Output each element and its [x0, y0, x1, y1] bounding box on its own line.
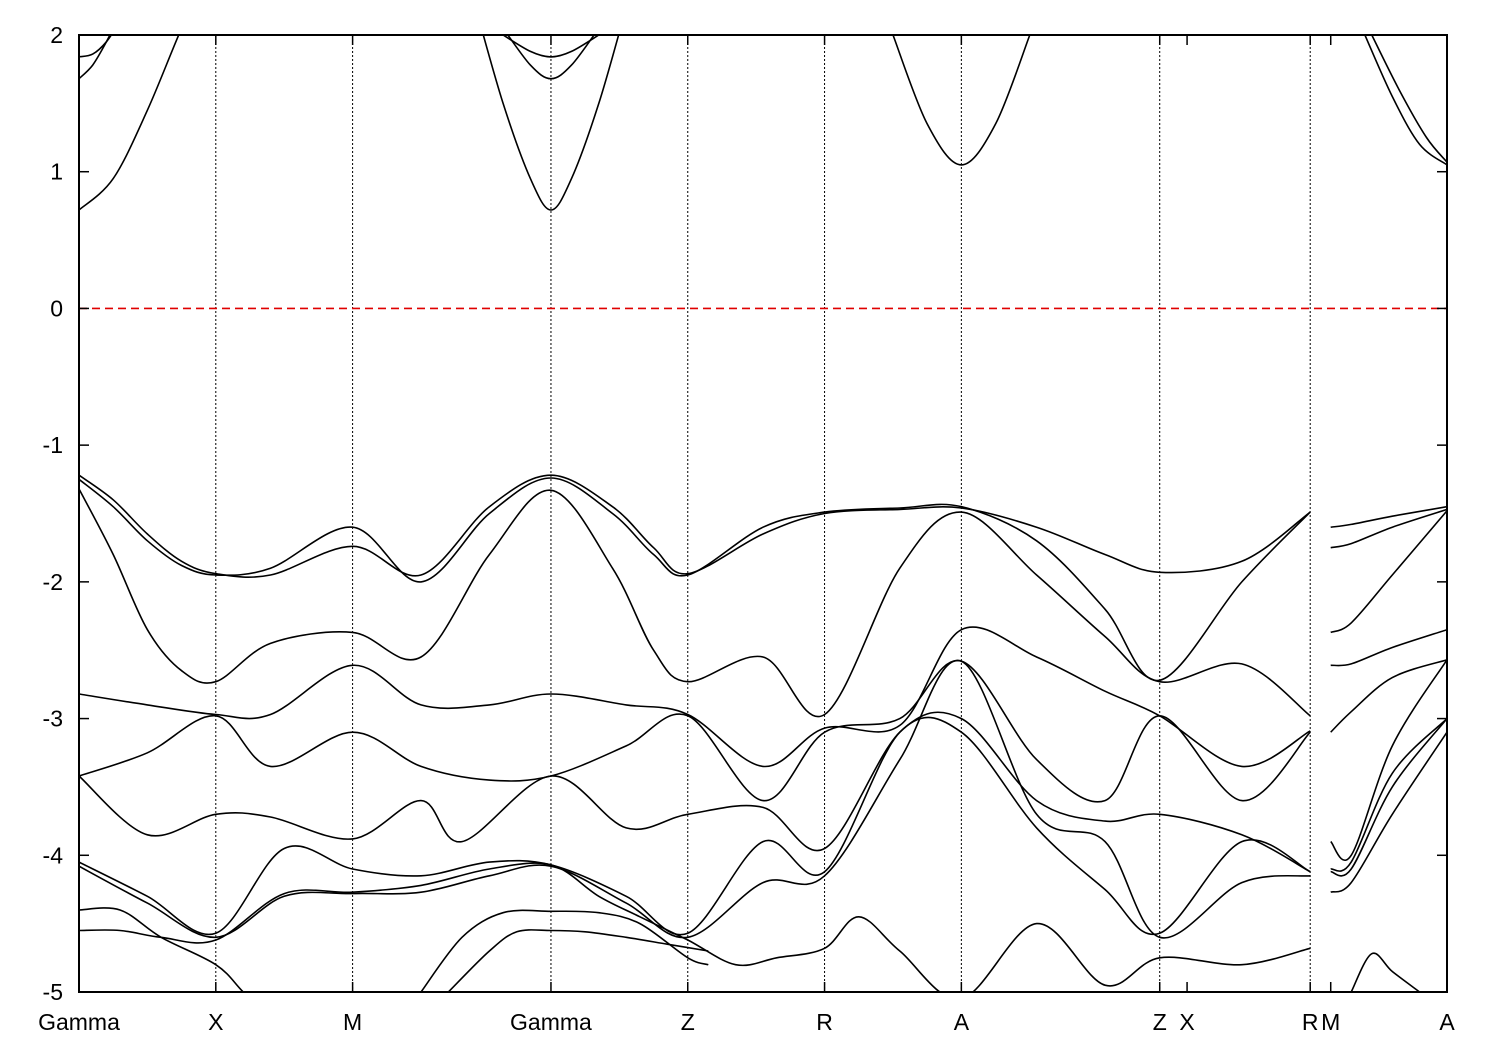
band-line-11 — [79, 488, 1311, 718]
band-line-10 — [79, 477, 1311, 682]
band-line-0 — [79, 35, 180, 211]
band-line-13 — [79, 659, 1311, 803]
x-tick-label-2: M — [343, 1009, 362, 1035]
band-line-7 — [1364, 35, 1447, 166]
band-line-17 — [79, 862, 1311, 992]
band-line-25 — [1330, 659, 1447, 733]
y-tick-label-6: 1 — [50, 159, 63, 185]
x-tick-label-7: Z — [1153, 1009, 1167, 1035]
y-tick-label-5: 0 — [50, 295, 63, 321]
x-tick-label-0: Gamma — [38, 1009, 120, 1035]
band-line-2 — [79, 35, 113, 58]
band-lines — [79, 35, 1447, 992]
x-tick-label-1: X — [208, 1009, 223, 1035]
band-line-21 — [1330, 505, 1447, 528]
band-line-24 — [1330, 628, 1447, 667]
band-line-26 — [1330, 659, 1447, 861]
plot-frame — [78, 34, 1448, 993]
band-line-16 — [79, 659, 1311, 939]
y-tick-label-0: -5 — [43, 979, 63, 1005]
x-tick-label-4: Z — [681, 1009, 695, 1035]
band-line-18 — [79, 907, 245, 992]
x-tick-label-3: Gamma — [510, 1009, 592, 1035]
x-tick-label-11: A — [1439, 1009, 1455, 1035]
band-line-23 — [1330, 510, 1447, 634]
band-line-1 — [79, 35, 111, 80]
x-tick-label-8: X — [1179, 1009, 1194, 1035]
band-line-27 — [1330, 718, 1447, 872]
band-line-14 — [79, 711, 1311, 873]
band-line-9 — [79, 474, 1311, 578]
band-line-15 — [79, 716, 1311, 936]
x-tick-label-9: R — [1302, 1009, 1319, 1035]
y-tick-label-1: -4 — [43, 842, 64, 868]
y-tick-label-2: -3 — [43, 706, 63, 732]
band-line-4 — [506, 35, 595, 80]
band-line-22 — [1330, 508, 1447, 549]
band-line-30 — [1350, 952, 1421, 992]
kpoint-gridlines — [215, 35, 1311, 992]
band-line-5 — [502, 35, 600, 58]
band-line-12 — [79, 626, 1311, 768]
x-tick-label-6: A — [954, 1009, 970, 1035]
band-line-29 — [1330, 718, 1447, 877]
band-line-28 — [1330, 731, 1447, 893]
band-line-6 — [892, 35, 1031, 166]
x-tick-label-5: R — [816, 1009, 833, 1035]
x-tick-label-10: M — [1321, 1009, 1340, 1035]
y-tick-label-7: 2 — [50, 22, 63, 48]
y-tick-label-4: -1 — [43, 432, 63, 458]
band-line-20 — [447, 929, 709, 992]
band-line-19 — [420, 909, 709, 992]
band-line-3 — [482, 35, 620, 211]
y-tick-label-3: -2 — [43, 569, 63, 595]
band-line-8 — [1371, 35, 1447, 163]
